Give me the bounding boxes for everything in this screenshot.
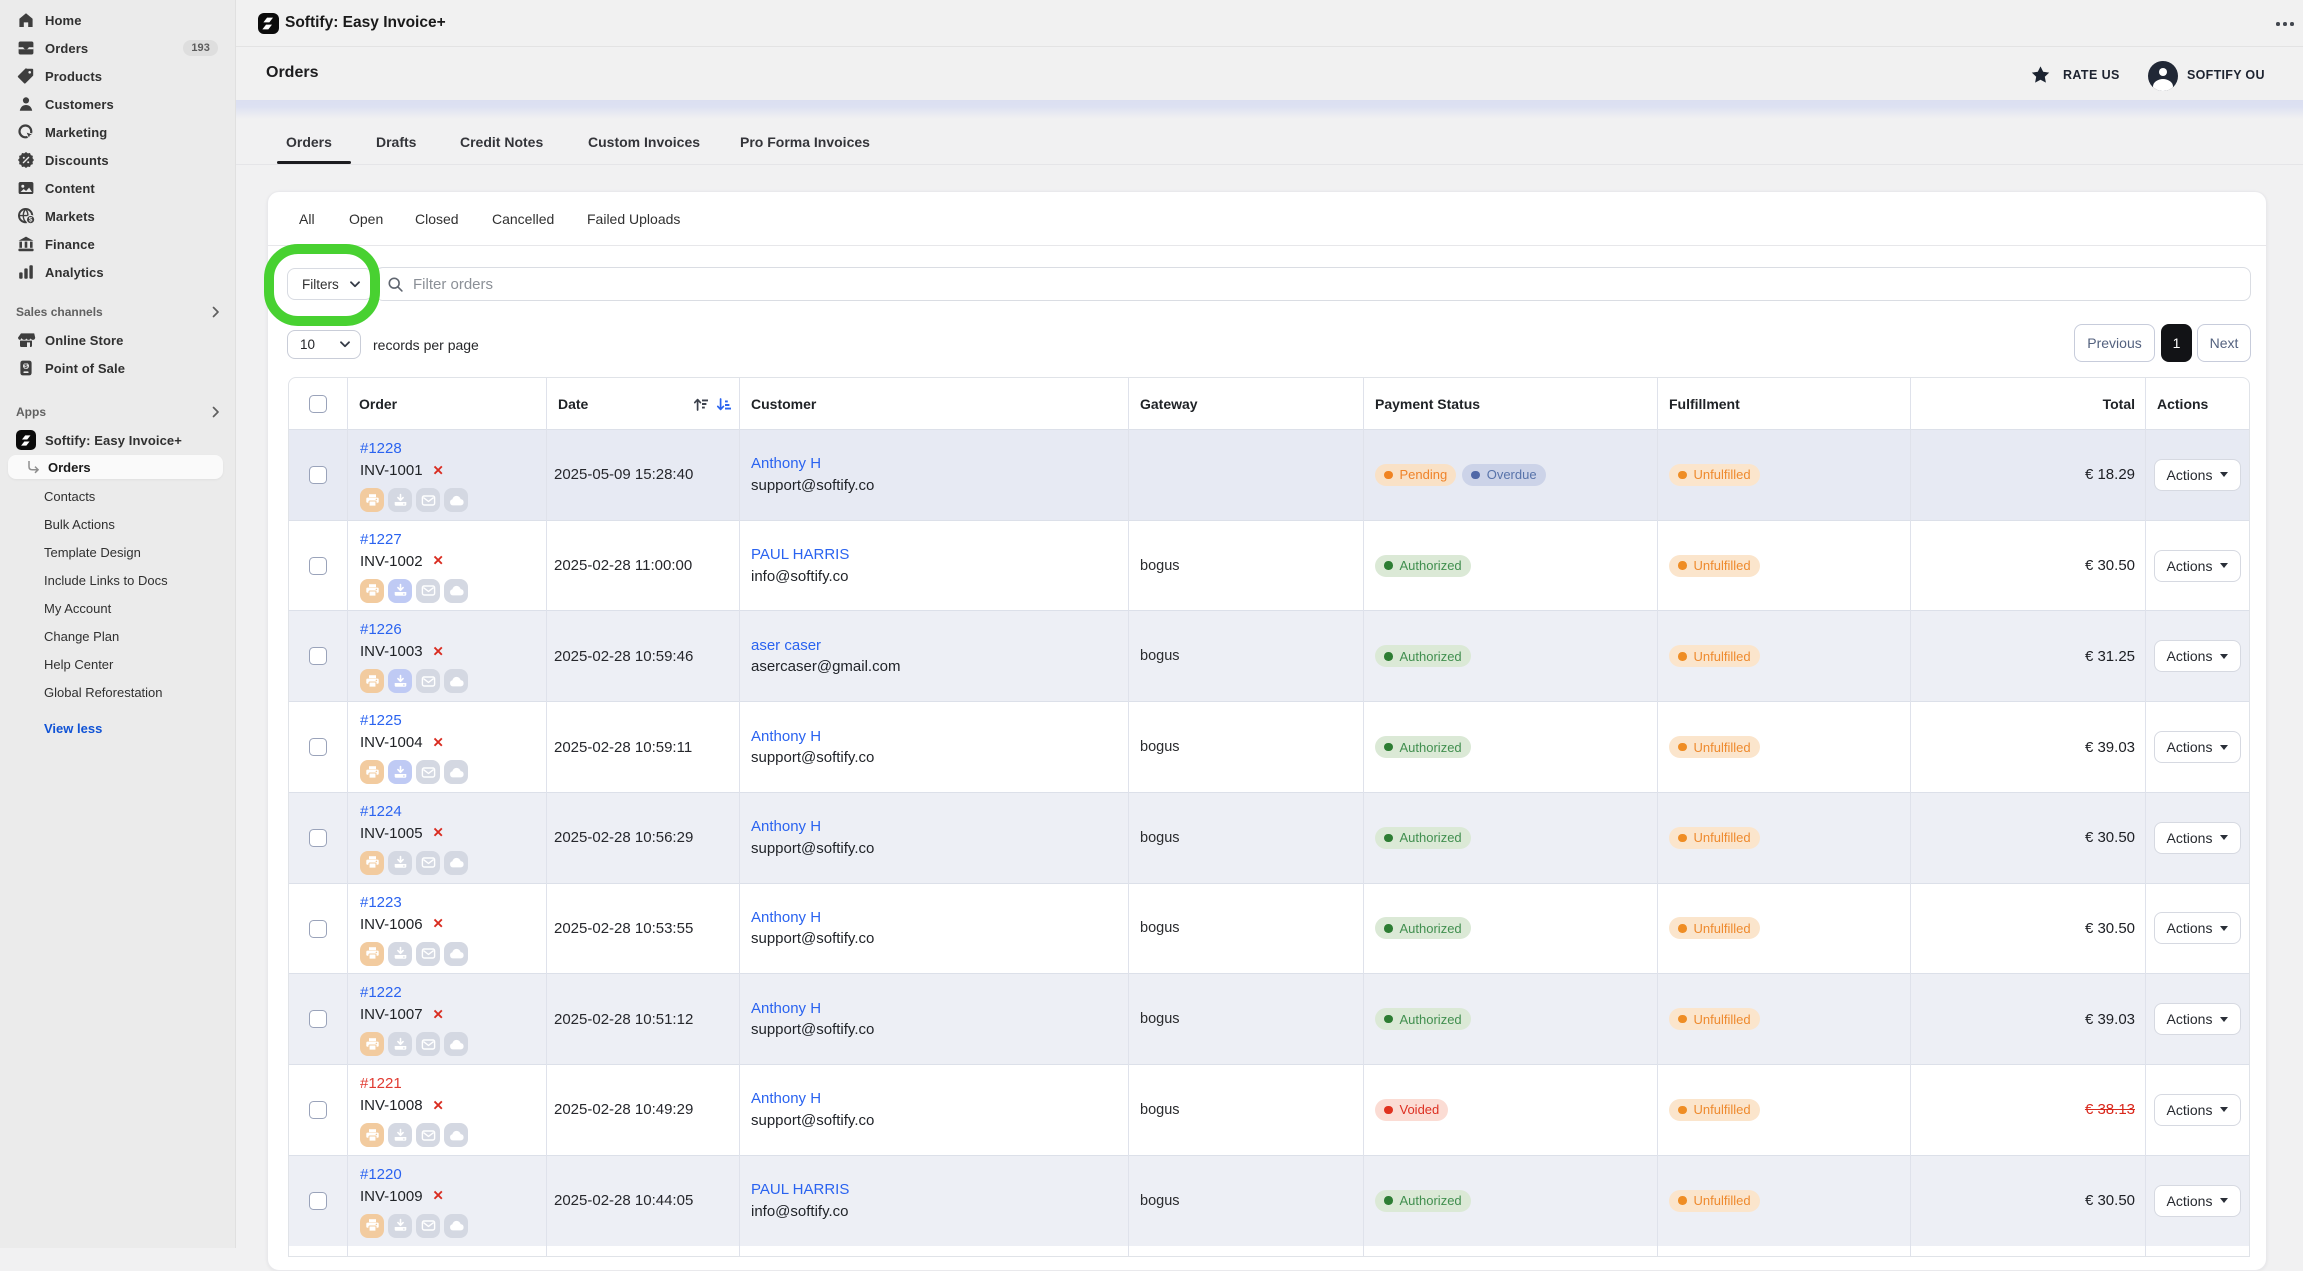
svg-text:$: $ <box>24 364 28 370</box>
svg-text:$: $ <box>29 217 33 224</box>
